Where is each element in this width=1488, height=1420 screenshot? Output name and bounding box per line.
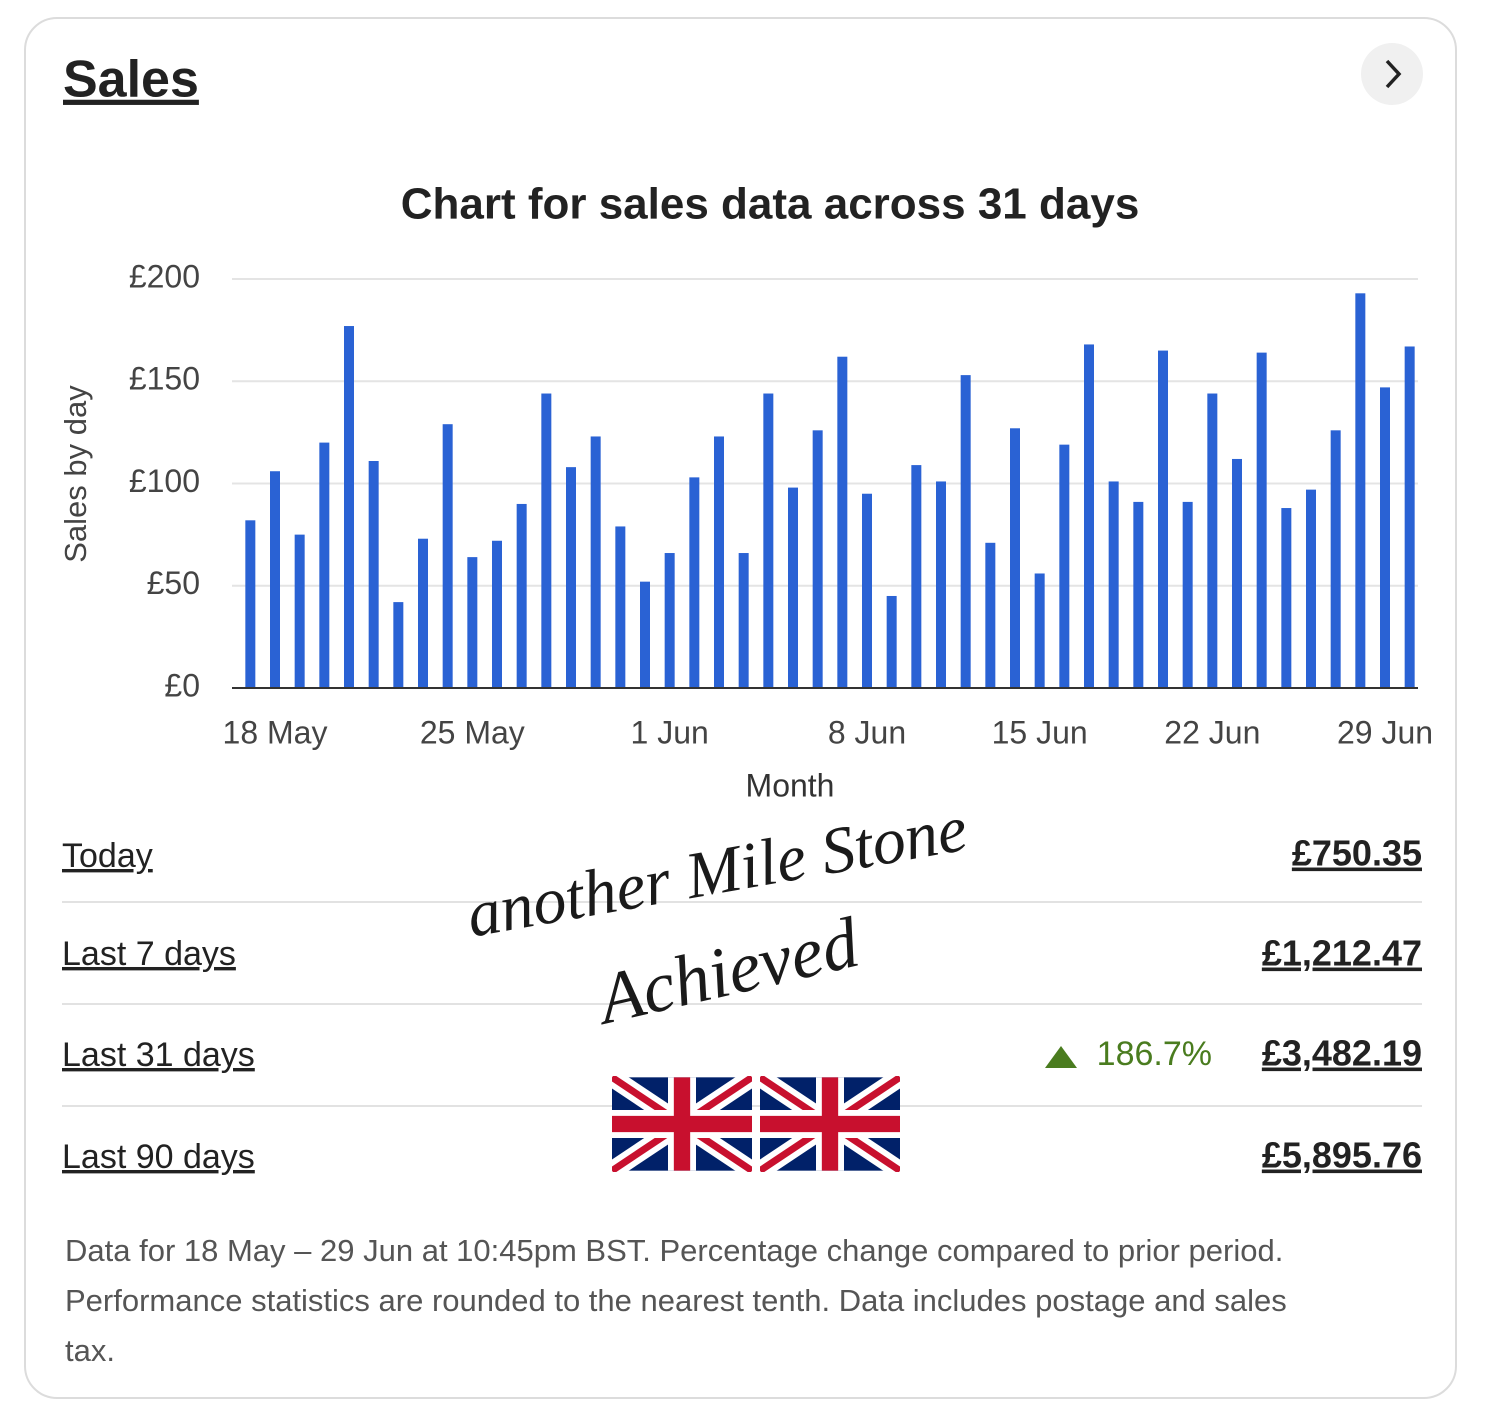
bar xyxy=(1207,393,1218,688)
bar xyxy=(418,538,428,688)
stat-value: £1,212.47 xyxy=(1262,933,1422,974)
bar xyxy=(1281,508,1292,688)
bar xyxy=(319,442,330,688)
bar xyxy=(664,553,675,688)
bar xyxy=(270,471,280,688)
bar xyxy=(1306,489,1316,688)
bar xyxy=(1355,293,1366,688)
bar xyxy=(393,602,404,688)
bar xyxy=(541,393,552,688)
bar xyxy=(1034,573,1045,688)
bar xyxy=(738,553,749,688)
bar xyxy=(1232,458,1242,688)
bar xyxy=(467,557,478,688)
bar xyxy=(788,487,798,688)
stat-value: £3,482.19 xyxy=(1262,1033,1422,1074)
stat-label[interactable]: Last 7 days xyxy=(62,935,236,973)
bar xyxy=(812,430,823,688)
x-tick-label: 22 Jun xyxy=(1164,714,1260,750)
footnote: Data for 18 May – 29 Jun at 10:45pm BST.… xyxy=(65,1233,1287,1368)
bar xyxy=(714,436,724,688)
bar xyxy=(294,534,305,688)
bar xyxy=(1256,352,1267,688)
bar xyxy=(936,481,946,688)
bar xyxy=(368,461,379,688)
bar xyxy=(590,436,601,688)
bar xyxy=(640,581,650,688)
bar xyxy=(1330,430,1341,688)
bar xyxy=(1380,387,1390,688)
stat-label[interactable]: Last 90 days xyxy=(62,1138,255,1176)
bar xyxy=(516,503,527,688)
stat-change: 186.7% xyxy=(1097,1035,1212,1073)
bar xyxy=(911,465,922,688)
flag xyxy=(612,1077,752,1170)
x-axis-label: Month xyxy=(746,767,835,803)
y-tick-label: £0 xyxy=(164,667,200,703)
bar xyxy=(344,326,354,688)
card-title[interactable]: Sales xyxy=(63,51,199,109)
bar xyxy=(245,520,256,688)
bar xyxy=(837,356,848,688)
bar xyxy=(1182,501,1193,688)
bar xyxy=(492,540,502,688)
bar xyxy=(886,595,897,688)
bar xyxy=(442,424,453,688)
stat-label[interactable]: Last 31 days xyxy=(62,1036,255,1074)
bar xyxy=(1133,501,1144,688)
x-tick-label: 15 Jun xyxy=(992,714,1088,750)
up-arrow xyxy=(1045,1046,1077,1068)
x-tick-label: 18 May xyxy=(223,714,328,750)
bar xyxy=(985,542,996,688)
next-button[interactable] xyxy=(1361,43,1423,105)
stat-value: £750.35 xyxy=(1292,833,1422,874)
card xyxy=(24,17,1457,1399)
stat-value: £5,895.76 xyxy=(1262,1135,1422,1176)
bar xyxy=(566,467,576,688)
x-tick-label: 29 Jun xyxy=(1337,714,1433,750)
stat-label[interactable]: Today xyxy=(62,837,153,875)
flag xyxy=(760,1077,900,1170)
y-tick-label: £50 xyxy=(147,565,200,601)
x-tick-label: 25 May xyxy=(420,714,525,750)
bar xyxy=(615,526,626,688)
bar xyxy=(1059,444,1070,688)
y-tick-label: £100 xyxy=(129,463,200,499)
y-tick-label: £150 xyxy=(129,361,200,397)
bar xyxy=(1404,346,1415,688)
bar xyxy=(960,375,971,688)
stats: Today £750.35 Last 7 days £1,212.47 Last… xyxy=(62,833,1422,1176)
bar xyxy=(1108,481,1119,688)
x-tick-label: 8 Jun xyxy=(828,714,906,750)
bar xyxy=(1010,428,1020,688)
bar xyxy=(763,393,774,688)
bar xyxy=(689,477,700,688)
bar xyxy=(1158,350,1168,688)
y-tick-label: £200 xyxy=(129,258,200,294)
bar xyxy=(862,493,872,688)
bar xyxy=(1084,344,1094,688)
y-axis-label: Sales by day xyxy=(58,385,93,563)
chart-title: Chart for sales data across 31 days xyxy=(401,180,1140,229)
x-tick-label: 1 Jun xyxy=(631,714,709,750)
